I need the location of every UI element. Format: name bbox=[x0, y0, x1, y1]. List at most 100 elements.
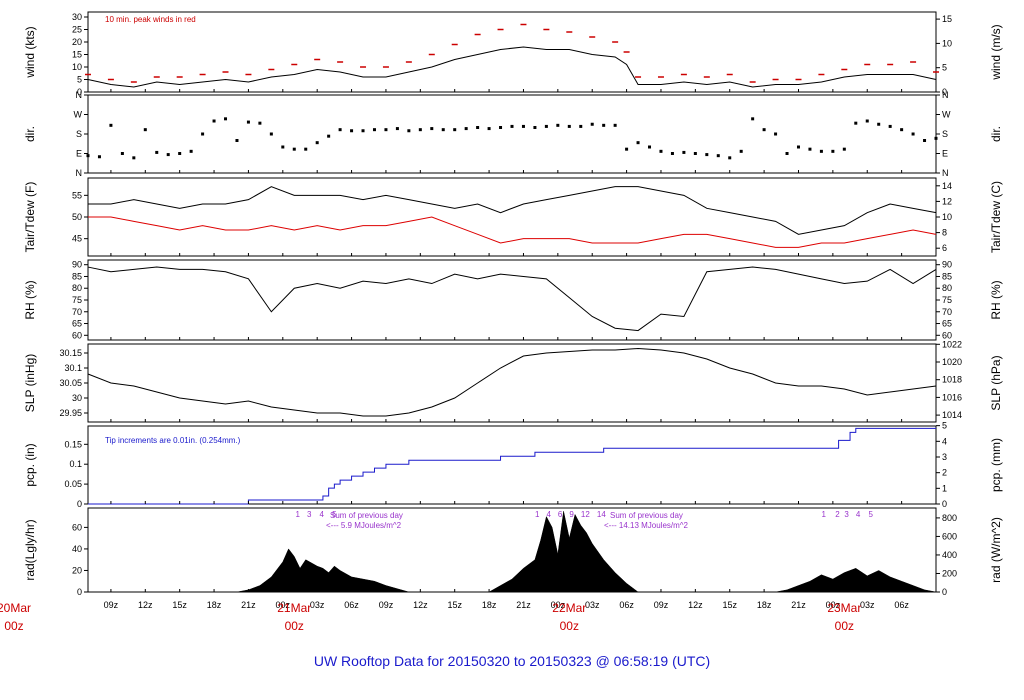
right-tick-label: N bbox=[942, 168, 949, 178]
dir-point bbox=[430, 127, 434, 131]
day-label-date: 20Mar bbox=[0, 601, 31, 615]
right-tick-label: 5 bbox=[942, 63, 947, 73]
left-tick-label: W bbox=[74, 110, 83, 120]
left-tick-label: 45 bbox=[72, 234, 82, 244]
right-tick-label: 1016 bbox=[942, 392, 962, 402]
dir-point bbox=[143, 128, 147, 132]
time-tick-label: 03z bbox=[585, 600, 600, 610]
day-label-date: 23Mar bbox=[827, 601, 861, 615]
right-tick-label: 1014 bbox=[942, 410, 962, 420]
dir-point bbox=[636, 141, 640, 145]
right-tick-label: S bbox=[942, 129, 948, 139]
dir-point bbox=[338, 128, 342, 132]
time-tick-label: 09z bbox=[104, 600, 119, 610]
dir-point bbox=[602, 123, 606, 127]
dir-point bbox=[521, 124, 525, 128]
dir-point bbox=[774, 132, 778, 136]
dir-point bbox=[670, 152, 674, 155]
right-tick-label: 10 bbox=[942, 38, 952, 48]
dir-point bbox=[510, 124, 514, 128]
dir-point bbox=[155, 150, 159, 154]
dir-point bbox=[613, 123, 617, 127]
dir-point bbox=[865, 119, 869, 123]
left-tick-label: 55 bbox=[72, 190, 82, 200]
right-tick-label: 14 bbox=[942, 181, 952, 191]
left-tick-label: 15 bbox=[72, 50, 82, 60]
time-tick-label: 18z bbox=[207, 600, 222, 610]
dir-point bbox=[476, 126, 480, 129]
series-rh bbox=[87, 266, 937, 332]
dir-point bbox=[281, 145, 285, 149]
rad-hour-mark: 4 bbox=[546, 510, 551, 519]
ylabel-right-rad: rad (W/m^2) bbox=[989, 517, 1003, 583]
dir-point bbox=[166, 153, 170, 157]
dir-point bbox=[728, 156, 732, 160]
panel-frame-slp bbox=[87, 343, 937, 423]
right-tick-label: 60 bbox=[942, 330, 952, 340]
rad-hour-mark: 9 bbox=[569, 510, 574, 519]
ylabel-right-wind: wind (m/s) bbox=[989, 24, 1003, 80]
ylabel-wind: wind (kts) bbox=[23, 26, 37, 78]
time-tick-label: 12z bbox=[688, 600, 703, 610]
dir-point bbox=[796, 145, 800, 149]
dir-point bbox=[842, 147, 846, 151]
right-tick-label: W bbox=[942, 110, 951, 120]
right-tick-label: 4 bbox=[942, 436, 947, 446]
dir-point bbox=[831, 149, 835, 153]
left-tick-label: 30.15 bbox=[59, 348, 82, 358]
panel-frame-temp bbox=[87, 177, 937, 257]
left-tick-label: 90 bbox=[72, 260, 82, 270]
dir-point bbox=[590, 122, 594, 126]
dir-point bbox=[648, 145, 652, 149]
time-tick-label: 00z bbox=[551, 600, 566, 610]
left-tick-label: 50 bbox=[72, 212, 82, 222]
dir-point bbox=[762, 128, 766, 132]
time-tick-label: 12z bbox=[413, 600, 428, 610]
series-tair bbox=[88, 186, 937, 235]
dir-point bbox=[395, 127, 399, 131]
time-tick-label: 21z bbox=[791, 600, 806, 610]
dir-point bbox=[418, 128, 422, 132]
right-tick-label: 3 bbox=[942, 452, 947, 462]
dir-point bbox=[292, 147, 296, 151]
left-tick-label: 30.05 bbox=[59, 378, 82, 388]
dir-point bbox=[453, 128, 457, 132]
dir-point bbox=[682, 150, 686, 154]
rad-day2-sum-line1: Sum of previous day bbox=[610, 511, 683, 520]
left-tick-label: 0 bbox=[77, 87, 82, 97]
left-tick-label: N bbox=[76, 168, 83, 178]
day-label-hour: 00z bbox=[285, 619, 304, 633]
dir-point bbox=[132, 156, 136, 160]
day-label-hour: 00z bbox=[560, 619, 579, 633]
dir-point bbox=[785, 152, 789, 155]
right-tick-label: 85 bbox=[942, 271, 952, 281]
time-tick-label: 18z bbox=[482, 600, 497, 610]
dir-point bbox=[120, 152, 124, 155]
dir-point bbox=[441, 128, 445, 132]
right-tick-label: 1022 bbox=[942, 339, 962, 349]
right-tick-label: 15 bbox=[942, 14, 952, 24]
dir-point bbox=[739, 149, 743, 153]
ylabel-slp: SLP (inHg) bbox=[23, 354, 37, 412]
right-tick-label: 200 bbox=[942, 568, 957, 578]
rad-hour-mark: 3 bbox=[307, 510, 312, 519]
panel-frame-wind bbox=[87, 11, 937, 93]
day-label-hour: 00z bbox=[4, 619, 23, 633]
time-tick-label: 06z bbox=[619, 600, 634, 610]
right-tick-label: 0 bbox=[942, 87, 947, 97]
dir-point bbox=[659, 149, 663, 153]
dir-point bbox=[269, 132, 273, 136]
dir-point bbox=[808, 147, 812, 151]
left-tick-label: 65 bbox=[72, 319, 82, 329]
rad-day1-sum-line2: <--- 5.9 MJoules/m^2 bbox=[326, 521, 402, 530]
right-tick-label: 5 bbox=[942, 421, 947, 431]
dir-point bbox=[361, 129, 365, 133]
dir-point bbox=[877, 122, 881, 126]
right-tick-label: 80 bbox=[942, 283, 952, 293]
series-tdew bbox=[88, 216, 937, 248]
dir-point bbox=[315, 141, 319, 145]
ylabel-right-temp: Tair/Tdew (C) bbox=[989, 181, 1003, 253]
left-tick-label: 60 bbox=[72, 522, 82, 532]
dir-point bbox=[751, 117, 755, 121]
